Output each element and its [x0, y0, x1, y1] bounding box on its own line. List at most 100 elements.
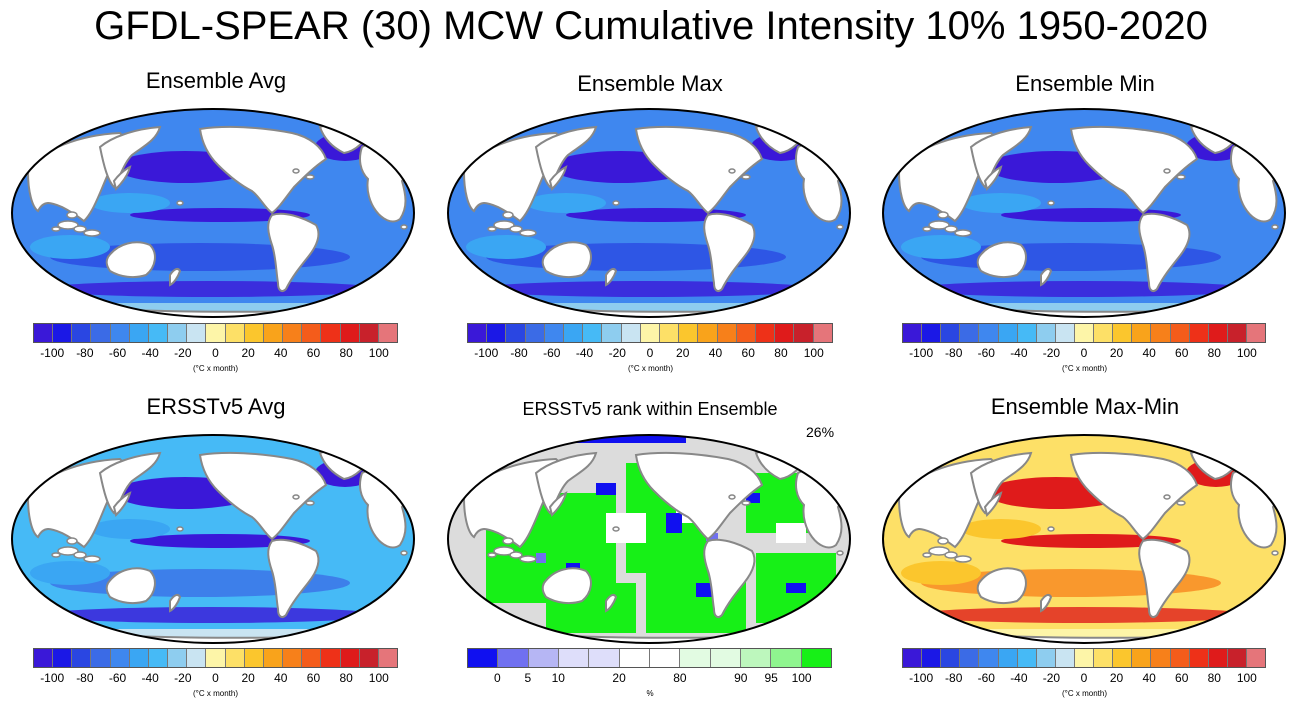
panel-title-ersst-avg: ERSSTv5 Avg [146, 394, 286, 419]
map-ensemble-min [882, 108, 1286, 318]
map-field [12, 109, 414, 317]
island [73, 551, 87, 559]
colorbar-tick-label: -80 [76, 346, 94, 360]
island [305, 174, 315, 180]
land-asia_e [534, 451, 598, 515]
colorbar-swatch [903, 324, 922, 342]
colorbar-swatch [147, 324, 168, 342]
southern-ocean-band [40, 607, 380, 623]
rank-cell [606, 513, 646, 543]
colorbar-tick-label: -40 [141, 671, 159, 685]
land-asia_e [534, 125, 598, 189]
land-japan [983, 165, 1003, 191]
west-pacific-patch [526, 193, 606, 213]
island [612, 200, 620, 206]
land-eurasia [26, 131, 125, 223]
colorbar-tick-label: 40 [274, 671, 288, 685]
colorbar-unit-ensemble-max: (°C x month) [628, 364, 673, 373]
colorbar-ersst-avg [33, 648, 398, 668]
colorbar-swatch [320, 649, 340, 667]
colorbar-swatch [90, 324, 110, 342]
island [502, 211, 514, 219]
colorbar-swatch [339, 649, 359, 667]
land-asia_e [98, 125, 162, 189]
rank-cell [596, 483, 616, 495]
colorbar-tick-label: 100 [791, 671, 812, 685]
colorbar-swatch [1150, 324, 1170, 342]
west-pacific-patch [961, 193, 1041, 213]
colorbar-swatch [1073, 649, 1094, 667]
colorbar-tick-label: 5 [524, 671, 532, 685]
colorbar-swatch [205, 324, 225, 342]
land-japan [548, 165, 568, 191]
colorbar-swatch [921, 324, 941, 342]
southern-ocean-band [40, 281, 380, 297]
island [66, 211, 78, 219]
island [493, 546, 515, 556]
colorbar-swatch [224, 324, 244, 342]
colorbar-swatch [486, 324, 506, 342]
colorbar-tick-label: 80 [774, 346, 788, 360]
colorbar-tick-label: 0 [1080, 346, 1088, 360]
colorbar-swatch [659, 324, 679, 342]
island [487, 552, 497, 558]
colorbar-swatch [921, 649, 941, 667]
land-n_america [1069, 451, 1199, 541]
colorbar-tick-label: 100 [803, 346, 824, 360]
colorbar-swatch [243, 649, 263, 667]
island [66, 537, 78, 545]
colorbar-swatch [282, 649, 302, 667]
colorbar-swatch [282, 324, 302, 342]
land-eurasia [897, 457, 996, 549]
colorbar-swatch [128, 649, 148, 667]
map-border [447, 108, 851, 318]
rank-percent-label: 26% [806, 424, 835, 440]
colorbar-tick-label: 90 [734, 671, 748, 685]
island [944, 551, 958, 559]
rank-cell [666, 513, 682, 533]
map-ensemble-max [447, 108, 851, 318]
colorbar-swatch [959, 324, 979, 342]
colorbar-tick-label: 0 [1080, 671, 1088, 685]
colorbar-swatch [1054, 324, 1074, 342]
colorbar-swatch [959, 649, 979, 667]
colorbar-swatch [1054, 649, 1074, 667]
island [741, 500, 751, 506]
island [487, 226, 497, 232]
colorbar-tick-label: 20 [612, 671, 626, 685]
colorbar-tick-label: -80 [76, 671, 94, 685]
colorbar-ensemble-max-min [902, 648, 1266, 668]
colorbar-swatch [978, 649, 998, 667]
colorbar-tick-label: -100 [40, 346, 65, 360]
colorbar-ensemble-max [467, 323, 833, 343]
colorbar-swatch [224, 649, 244, 667]
southern-ocean-band [476, 281, 816, 297]
island [937, 537, 949, 545]
colorbar-swatch [639, 324, 660, 342]
colorbar-unit-ensemble-avg: (°C x month) [193, 364, 238, 373]
indian-ocean-patch [466, 235, 546, 259]
island [836, 550, 844, 556]
colorbar-swatch [377, 324, 397, 342]
colorbar-swatch [563, 324, 583, 342]
colorbar-tick-label: -40 [1010, 346, 1028, 360]
land-eurasia [462, 131, 561, 223]
colorbar-swatch [1188, 324, 1208, 342]
colorbar-ticks-ensemble-max-min: -100 -80 -60 -40 -20 0 20 40 60 80 100 [902, 671, 1266, 685]
colorbar-ensemble-avg [33, 323, 398, 343]
island [922, 226, 932, 232]
colorbar-tick-label: 60 [1175, 346, 1189, 360]
island [1271, 550, 1279, 556]
land-s_america [1138, 538, 1191, 618]
island [51, 226, 61, 232]
map-border [882, 108, 1286, 318]
colorbar-unit-ensemble-min: (°C x month) [1062, 364, 1107, 373]
colorbar-tick-label: -60 [977, 671, 995, 685]
island [176, 526, 184, 532]
colorbar-swatch [774, 324, 794, 342]
figure-title: GFDL-SPEAR (30) MCW Cumulative Intensity… [94, 4, 1208, 48]
indian-ocean-patch [901, 235, 981, 259]
colorbar-tick-label: 100 [368, 671, 389, 685]
colorbar-swatch [1245, 324, 1266, 342]
colorbar-tick-label: 80 [339, 346, 353, 360]
